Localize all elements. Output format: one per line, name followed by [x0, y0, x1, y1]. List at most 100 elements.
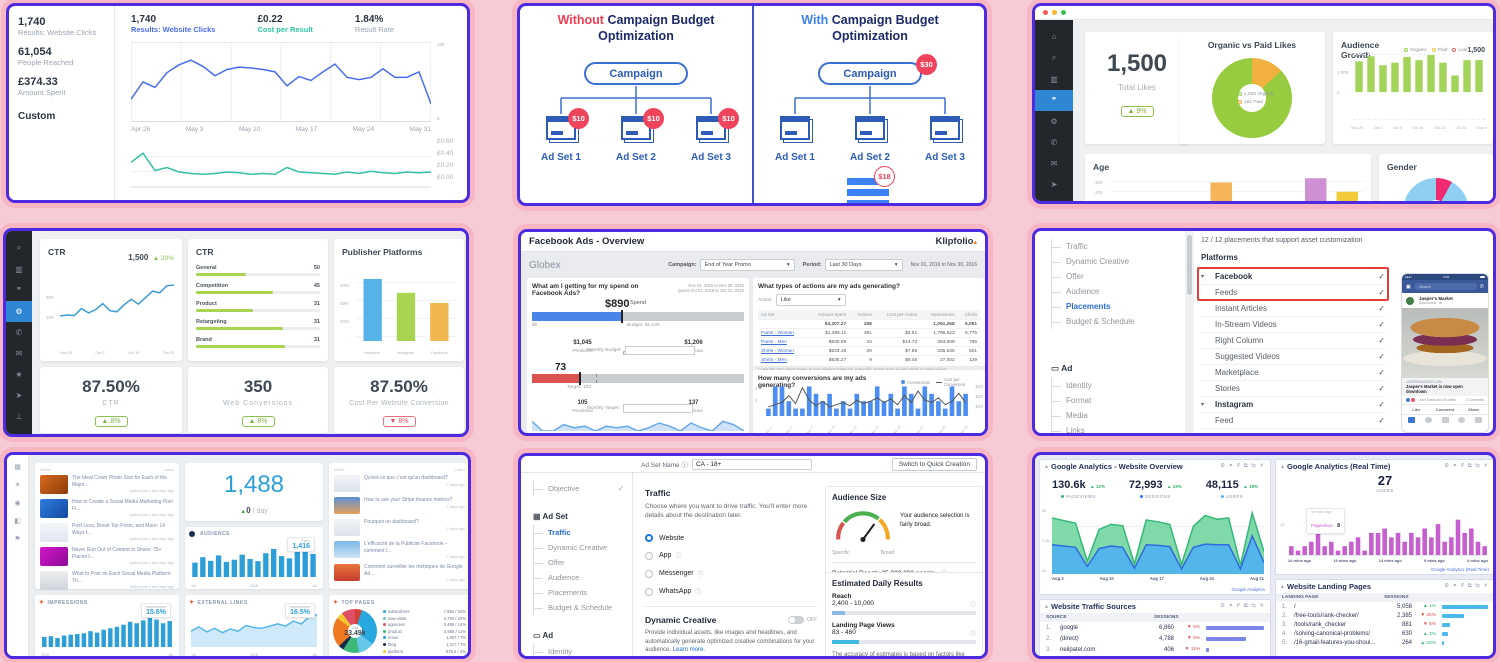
sidebar-icon[interactable]: ❞ — [16, 286, 22, 295]
nav-item[interactable]: Links — [1051, 423, 1185, 433]
article-item[interactable]: L'efficacité de la Publicité Facebook – … — [334, 541, 465, 559]
post-action-button[interactable]: Like — [1412, 407, 1421, 412]
article-item[interactable]: Comment surveiller les métriques de Goog… — [334, 564, 465, 582]
nav-item[interactable]: Identity — [533, 644, 632, 656]
platform-row[interactable]: Stories ✓ — [1201, 381, 1385, 397]
nav-item[interactable]: Format — [1051, 393, 1185, 408]
action-select[interactable]: Like ▾ — [775, 294, 846, 306]
nav-item[interactable]: Audience — [533, 570, 632, 585]
nav-item[interactable]: Placements — [533, 585, 632, 600]
rail-icon[interactable]: ✶ — [14, 482, 21, 489]
nav-item[interactable]: Audience — [1051, 284, 1185, 299]
platform-row[interactable]: ▾ Facebook ✓ — [1201, 269, 1385, 285]
period-select[interactable]: Last 30 Days ▾ — [824, 259, 903, 271]
sidebar-icon[interactable]: ⌕ — [16, 243, 22, 252]
checkmark-icon[interactable]: ✓ — [1378, 416, 1385, 425]
widget-toolbar-icons[interactable]: ⚙ ✦ P ⧉ ⇆ ✕ — [1444, 463, 1489, 469]
watch-tab-icon[interactable] — [1424, 417, 1432, 423]
data-source-attribution[interactable]: Google Analytics — [1231, 587, 1265, 592]
sidebar-icon[interactable]: ❞ — [1035, 90, 1073, 111]
widget-toolbar-icons[interactable]: ⚙ ✦ P ⧉ ⇆ ✕ — [1444, 583, 1489, 589]
nav-item[interactable]: Traffic — [533, 525, 632, 540]
switch-quick-creation-button[interactable]: Switch to Quick Creation — [891, 457, 977, 471]
platform-row[interactable]: Marketplace ✓ — [1201, 365, 1385, 381]
sidebar-icon[interactable]: ▥ — [1050, 75, 1058, 84]
checkmark-icon[interactable]: ✓ — [1378, 336, 1385, 345]
ad-image-burger[interactable] — [1402, 308, 1488, 378]
menu-tab-icon[interactable] — [1475, 417, 1482, 423]
sidebar-icon[interactable]: ➤ — [15, 391, 23, 400]
sidebar-icon[interactable]: ⚙ — [1050, 117, 1058, 126]
notifications-tab-icon[interactable] — [1458, 417, 1466, 423]
nav-item[interactable]: Placements — [1051, 299, 1185, 314]
home-tab-icon[interactable] — [1408, 417, 1415, 423]
article-item[interactable]: How to Create a Social Media Marketing P… — [40, 499, 174, 518]
platform-row[interactable]: Instant Articles ✓ — [1201, 301, 1385, 317]
col-header[interactable]: Ad Set — [758, 310, 807, 320]
sidebar-icon[interactable]: ✉ — [15, 349, 23, 358]
page-name[interactable]: Jasper's Market — [1419, 296, 1453, 301]
col-header[interactable]: Amount Spent — [806, 310, 850, 320]
nav-item[interactable]: Traffic — [1051, 239, 1185, 254]
source-name[interactable]: google — [1060, 624, 1079, 631]
col-header[interactable]: Impressions — [920, 310, 958, 320]
checkmark-icon[interactable]: ✓ — [1378, 272, 1385, 281]
checkmark-icon[interactable]: ✓ — [1378, 320, 1385, 329]
source-name[interactable]: neilpatel.com — [1060, 646, 1096, 653]
sidebar-icon[interactable]: ⊥ — [1035, 195, 1073, 201]
source-name[interactable]: (direct) — [1060, 635, 1079, 642]
platform-row[interactable]: ▾ Instagram ✓ — [1201, 397, 1385, 413]
nav-item[interactable]: Offer — [1051, 269, 1185, 284]
platform-row[interactable]: Feed ✓ — [1201, 413, 1385, 429]
platform-row[interactable]: Feeds ✓ — [1201, 285, 1385, 301]
ad-set-link[interactable]: Shirts - Men — [758, 355, 807, 364]
sidebar-icon[interactable]: ★ — [15, 370, 23, 379]
close-window-icon[interactable] — [1043, 10, 1048, 15]
checkmark-icon[interactable]: ✓ — [1378, 384, 1385, 393]
collapse-icon[interactable]: ▴ — [1045, 604, 1049, 610]
collapse-icon[interactable]: ▴ — [1281, 584, 1285, 590]
sidebar-icon[interactable]: ✆ — [15, 328, 23, 337]
rail-icon[interactable]: ⚑ — [14, 536, 21, 543]
article-item[interactable]: What to Post on Each Social Media Platfo… — [40, 571, 174, 590]
ad-set-link[interactable]: Shirts - Women — [758, 346, 807, 356]
article-item[interactable]: Pourquoi un dashboard? 2 days ago — [334, 519, 465, 536]
sidebar-icon[interactable]: ⌂ — [1051, 32, 1057, 41]
sidebar-icon[interactable]: ⚙ — [6, 301, 32, 322]
page-path[interactable]: / — [1294, 603, 1296, 610]
maximize-window-icon[interactable] — [1061, 10, 1066, 15]
page-avatar[interactable] — [1406, 296, 1414, 305]
nav-item[interactable]: Offer — [533, 555, 632, 570]
collapse-icon[interactable]: ▴ — [1281, 464, 1285, 470]
monthly-target-input[interactable] — [622, 404, 693, 413]
nav-item[interactable]: Dynamic Creative — [1051, 254, 1185, 269]
marketplace-tab-icon[interactable] — [1441, 417, 1449, 423]
col-header[interactable]: Actions — [849, 310, 875, 320]
search-input[interactable]: ⌕ Search — [1413, 283, 1477, 290]
ad-headline[interactable]: Jasper's Market is now open downtown — [1406, 384, 1463, 394]
platform-row[interactable]: Suggested Videos ✓ — [1201, 349, 1385, 365]
sidebar-icon[interactable]: ➤ — [1050, 180, 1058, 189]
post-action-button[interactable]: Share — [1468, 407, 1480, 412]
scrollbar-thumb[interactable] — [1187, 235, 1192, 295]
scrollbar-track[interactable] — [1185, 231, 1194, 433]
platform-row[interactable]: Right Column ✓ — [1201, 333, 1385, 349]
platform-row[interactable]: In-Stream Videos ✓ — [1201, 317, 1385, 333]
rail-icon[interactable]: ◧ — [14, 518, 21, 525]
adset-name-input[interactable]: CA - 18+ — [691, 458, 812, 470]
sidebar-icon[interactable]: ▥ — [15, 265, 23, 274]
checkmark-icon[interactable]: ✓ — [1378, 400, 1385, 409]
col-header[interactable]: Clicks — [957, 310, 980, 320]
metric-header[interactable]: 1,740 Results: Website Clicks — [131, 14, 215, 34]
page-path[interactable]: /tools/rank_checker — [1294, 621, 1347, 628]
monthly-budget-input[interactable] — [624, 346, 695, 355]
sidebar-icon[interactable]: ⊥ — [15, 412, 23, 421]
caret-icon[interactable]: ▾ — [1201, 402, 1205, 408]
checkmark-icon[interactable]: ✓ — [1378, 352, 1385, 361]
nav-item[interactable]: Budget & Schedule — [533, 600, 632, 615]
campaign-select[interactable]: End of Year Promo ▾ — [699, 259, 795, 271]
nav-item-objective[interactable]: Objective ✓ — [533, 481, 632, 496]
learn-more-link[interactable]: Learn more. — [672, 646, 706, 653]
option-website[interactable]: Website — [645, 534, 817, 543]
option-whatsapp[interactable]: WhatsApp ⓘ — [645, 587, 817, 596]
